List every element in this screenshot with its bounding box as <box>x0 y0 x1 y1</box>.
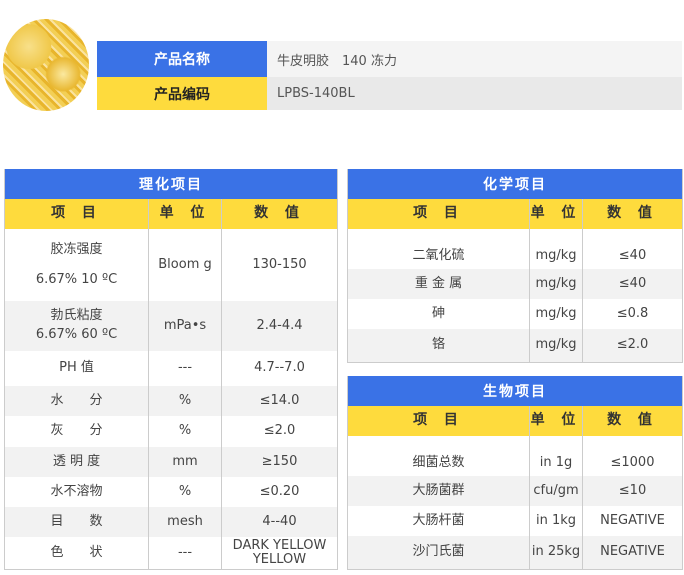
value-cell: 4--40 <box>262 513 297 529</box>
item-name: 勃氏粘度 <box>50 308 103 324</box>
value-cell: ≤1000 <box>610 454 655 470</box>
table-row: 沙门氏菌 in 25kg NEGATIVE <box>348 536 682 569</box>
unit-cell: mg/kg <box>530 329 583 362</box>
value-cell: NEGATIVE <box>600 544 665 560</box>
unit-cell: % <box>149 477 222 507</box>
table-row: 砷 mg/kg ≤0.8 <box>348 299 682 329</box>
header-row: 项 目单 位 数 值 <box>5 199 337 229</box>
value-cell: ≤40 <box>618 247 647 263</box>
value-cell: ≥150 <box>261 453 298 469</box>
table-row: 重 金 属 mg/kg ≤40 <box>348 269 682 299</box>
product-code-label: 产品编码 <box>97 77 267 110</box>
chemical-table: 化学项目项 目单 位数 值二氧化硫 mg/kg ≤40 重 金 属 mg/kg ≤40 砷 m… <box>347 169 683 363</box>
unit-cell: --- <box>149 537 222 569</box>
table-row: PH 值 --- 4.7--7.0 <box>5 351 337 386</box>
value-cell: ≤2.0 <box>263 423 296 439</box>
column-header: 项 目 <box>348 406 530 436</box>
header-row: 项 目单 位 数 值 <box>348 199 682 229</box>
table-row: 水 分% ≤14.0 <box>5 386 337 416</box>
item-name: 色 状 <box>5 537 149 569</box>
product-name-label: 产品名称 <box>97 41 267 77</box>
product-code-row: 产品编码 LPBS-140BL <box>97 77 682 110</box>
column-header: 数 值 <box>607 205 658 222</box>
unit-cell: % <box>149 386 222 416</box>
unit-cell: in 25kg <box>530 536 583 569</box>
table-row: 二氧化硫 mg/kg ≤40 <box>348 229 682 269</box>
table-row: 透 明 度 mm ≥150 <box>5 447 337 477</box>
value-cell: 130-150 <box>252 256 307 272</box>
table-row: 目 数 mesh 4--40 <box>5 507 337 537</box>
item-name: 透 明 度 <box>5 447 149 477</box>
column-header: 项 目 <box>5 199 149 229</box>
column-header: 单 位 <box>530 406 583 436</box>
chemical-title: 化学项目 <box>348 169 682 199</box>
value-cell: ≤0.20 <box>259 483 300 499</box>
unit-cell: mPa•s <box>149 301 222 351</box>
table-row: 灰 分% ≤2.0 <box>5 416 337 447</box>
value-cell: NEGATIVE <box>600 512 665 528</box>
biological-table: 生物项目项 目单 位 数 值细菌总数 in 1g ≤1000 大肠菌群 cfu/gm ≤10… <box>347 376 683 570</box>
table-row: 水不溶物% ≤0.20 <box>5 477 337 507</box>
value-cell: ≤14.0 <box>259 392 300 408</box>
item-cell: 勃氏粘度 6.67% 60 ºC <box>5 301 149 351</box>
item-condition: 6.67% 10 ºC <box>35 271 118 287</box>
table-row: 色 状 --- DARK YELLOW YELLOW <box>5 537 337 569</box>
item-cell: 胶冻强度 6.67% 10 ºC <box>5 229 149 301</box>
table-row: 勃氏粘度 6.67% 60 ºC mPa•s 2.4-4.4 <box>5 301 337 351</box>
product-photo <box>3 19 89 111</box>
unit-cell: mesh <box>149 507 222 537</box>
table-row: 铬 mg/kg ≤2.0 <box>348 329 682 362</box>
item-name: 砷 <box>348 299 530 329</box>
column-header: 单 位 <box>149 199 222 229</box>
item-name: 水不溶物 <box>5 477 149 507</box>
item-name: PH 值 <box>5 351 149 386</box>
table-row: 细菌总数 in 1g ≤1000 <box>348 436 682 476</box>
item-name: 沙门氏菌 <box>348 536 530 569</box>
column-header: 数 值 <box>607 412 658 429</box>
physical-title: 理化项目 <box>5 169 337 199</box>
value-cell: ≤10 <box>618 482 647 498</box>
value-cell: DARK YELLOW YELLOW <box>232 537 327 567</box>
item-name: 重 金 属 <box>348 269 530 299</box>
item-name: 水 分 <box>5 386 149 416</box>
item-name: 大肠菌群 <box>348 476 530 506</box>
value-cell: ≤0.8 <box>616 305 649 321</box>
value-cell: 2.4-4.4 <box>256 317 303 333</box>
unit-cell: cfu/gm <box>530 476 583 506</box>
table-row: 大肠杆菌 in 1kg NEGATIVE <box>348 506 682 536</box>
value-cell: ≤40 <box>618 275 647 291</box>
item-name: 灰 分 <box>5 416 149 447</box>
value-cell: 4.7--7.0 <box>254 360 305 376</box>
header-row: 项 目单 位 数 值 <box>348 406 682 436</box>
column-header: 项 目 <box>348 199 530 229</box>
unit-cell: % <box>149 416 222 447</box>
unit-cell: --- <box>149 351 222 386</box>
table-row: 大肠菌群 cfu/gm ≤10 <box>348 476 682 506</box>
value-cell: ≤2.0 <box>616 337 649 353</box>
product-name-value: 牛皮明胶 140 冻力 <box>267 41 682 77</box>
unit-cell: in 1kg <box>530 506 583 536</box>
item-name: 大肠杆菌 <box>348 506 530 536</box>
product-name-row: 产品名称 牛皮明胶 140 冻力 <box>97 41 682 77</box>
column-header: 单 位 <box>530 199 583 229</box>
product-code-value: LPBS-140BL <box>267 77 682 110</box>
biological-title: 生物项目 <box>348 376 682 406</box>
item-name: 目 数 <box>5 507 149 537</box>
item-condition: 6.67% 60 ºC <box>35 327 118 343</box>
unit-cell: mg/kg <box>530 269 583 299</box>
item-name: 胶冻强度 <box>50 241 103 257</box>
item-name: 铬 <box>348 329 530 362</box>
unit-cell: mg/kg <box>530 229 583 269</box>
unit-cell: Bloom g <box>149 229 222 301</box>
physical-table: 理化项目项 目单 位 数 值胶冻强度 6.67% 10 ºC Bloom g 130-1… <box>4 169 338 570</box>
unit-cell: mm <box>149 447 222 477</box>
unit-cell: mg/kg <box>530 299 583 329</box>
column-header: 数 值 <box>254 205 305 222</box>
item-name: 二氧化硫 <box>348 229 530 269</box>
item-name: 细菌总数 <box>348 436 530 476</box>
unit-cell: in 1g <box>530 436 583 476</box>
table-row: 胶冻强度 6.67% 10 ºC Bloom g 130-150 <box>5 229 337 301</box>
